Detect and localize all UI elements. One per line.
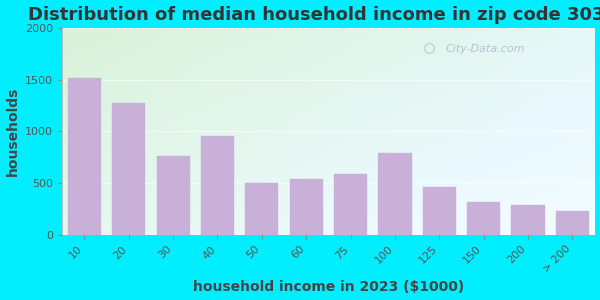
Y-axis label: households: households xyxy=(5,87,20,176)
Bar xyxy=(157,156,190,235)
Bar xyxy=(334,174,367,235)
Title: Distribution of median household income in zip code 30314: Distribution of median household income … xyxy=(28,6,600,24)
Bar xyxy=(245,183,278,235)
Bar xyxy=(556,211,589,235)
Bar xyxy=(68,78,101,235)
Bar xyxy=(201,136,234,235)
Bar xyxy=(511,205,545,235)
Bar xyxy=(422,187,456,235)
Bar xyxy=(378,153,412,235)
Bar xyxy=(290,179,323,235)
Bar xyxy=(112,103,145,235)
X-axis label: household income in 2023 ($1000): household income in 2023 ($1000) xyxy=(193,280,464,294)
Text: City-Data.com: City-Data.com xyxy=(445,44,525,54)
Bar xyxy=(467,202,500,235)
